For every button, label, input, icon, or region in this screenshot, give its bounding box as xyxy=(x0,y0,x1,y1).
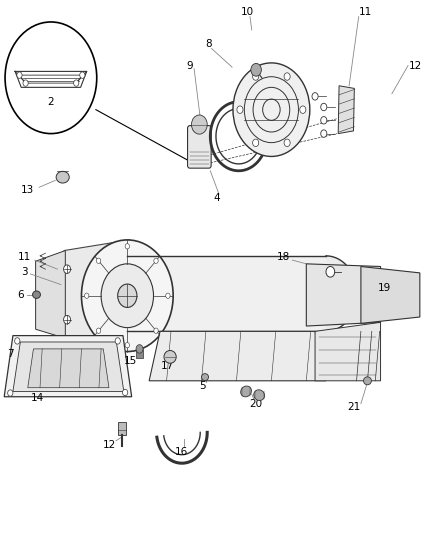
Text: 19: 19 xyxy=(378,283,392,293)
Ellipse shape xyxy=(201,374,208,381)
Circle shape xyxy=(64,316,71,324)
Circle shape xyxy=(191,115,207,134)
Wedge shape xyxy=(326,256,357,332)
Text: 5: 5 xyxy=(199,381,206,391)
Text: 6: 6 xyxy=(17,289,24,300)
Ellipse shape xyxy=(364,377,371,385)
Circle shape xyxy=(326,266,335,277)
Text: 17: 17 xyxy=(161,361,174,372)
Circle shape xyxy=(74,80,79,86)
Circle shape xyxy=(166,293,170,298)
Bar xyxy=(127,256,326,332)
Bar xyxy=(137,349,143,359)
Circle shape xyxy=(5,22,97,134)
Circle shape xyxy=(136,345,143,353)
Circle shape xyxy=(96,328,101,333)
Circle shape xyxy=(300,106,306,114)
Circle shape xyxy=(321,103,327,111)
Circle shape xyxy=(253,73,259,80)
Polygon shape xyxy=(149,332,326,381)
Text: 7: 7 xyxy=(7,349,14,359)
Polygon shape xyxy=(28,349,109,387)
Circle shape xyxy=(118,284,137,308)
Text: 20: 20 xyxy=(250,399,263,409)
Text: 11: 11 xyxy=(359,7,372,18)
Circle shape xyxy=(284,73,290,80)
Text: 14: 14 xyxy=(31,393,44,403)
Ellipse shape xyxy=(56,171,69,183)
Circle shape xyxy=(123,389,128,395)
Text: 11: 11 xyxy=(18,253,32,262)
Text: 12: 12 xyxy=(409,61,422,70)
Text: 16: 16 xyxy=(175,447,188,456)
Bar xyxy=(118,422,127,435)
Polygon shape xyxy=(315,322,381,381)
Ellipse shape xyxy=(32,291,40,298)
Circle shape xyxy=(284,139,290,147)
Circle shape xyxy=(125,244,130,249)
Circle shape xyxy=(253,139,259,147)
Polygon shape xyxy=(35,251,65,338)
Circle shape xyxy=(233,63,310,157)
Circle shape xyxy=(115,338,120,344)
Polygon shape xyxy=(13,342,124,391)
Circle shape xyxy=(64,265,71,273)
Circle shape xyxy=(17,72,22,78)
Circle shape xyxy=(251,63,261,76)
Circle shape xyxy=(23,80,28,86)
Polygon shape xyxy=(338,86,354,134)
Text: 10: 10 xyxy=(241,7,254,18)
Circle shape xyxy=(14,338,20,344)
Text: 9: 9 xyxy=(186,61,193,70)
Text: 3: 3 xyxy=(21,268,28,277)
Ellipse shape xyxy=(254,390,265,400)
Circle shape xyxy=(154,328,158,333)
FancyBboxPatch shape xyxy=(187,126,211,168)
Ellipse shape xyxy=(240,386,251,397)
Circle shape xyxy=(8,390,13,396)
Polygon shape xyxy=(64,240,130,349)
Circle shape xyxy=(81,240,173,352)
Circle shape xyxy=(85,293,89,298)
Text: 8: 8 xyxy=(206,39,212,49)
Circle shape xyxy=(237,106,243,114)
Circle shape xyxy=(312,93,318,100)
Text: 4: 4 xyxy=(213,193,220,204)
Text: 2: 2 xyxy=(48,96,54,107)
Polygon shape xyxy=(361,266,420,324)
Text: 21: 21 xyxy=(348,402,361,413)
Text: 15: 15 xyxy=(124,356,138,366)
Polygon shape xyxy=(4,336,132,397)
Circle shape xyxy=(125,343,130,348)
Ellipse shape xyxy=(164,351,176,364)
Circle shape xyxy=(96,258,101,263)
Circle shape xyxy=(101,264,153,328)
Circle shape xyxy=(321,117,327,124)
Text: 12: 12 xyxy=(102,440,116,450)
Text: 13: 13 xyxy=(21,185,35,195)
Circle shape xyxy=(80,72,85,78)
Text: 18: 18 xyxy=(277,252,290,262)
Polygon shape xyxy=(306,264,381,326)
Circle shape xyxy=(321,130,327,138)
Circle shape xyxy=(154,258,158,263)
